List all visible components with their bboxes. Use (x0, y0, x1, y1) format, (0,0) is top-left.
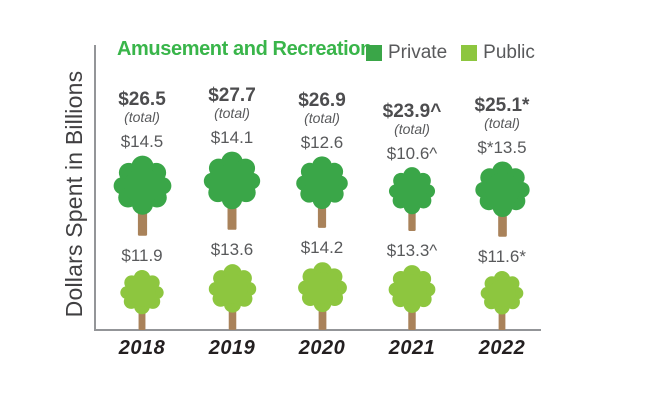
x-tick-2022: 2022 (478, 337, 526, 359)
x-tick-2021: 2021 (388, 337, 436, 359)
public-tree-icon (385, 263, 439, 331)
public-value-label: $11.6* (478, 247, 526, 267)
total-sublabel: (total) (484, 114, 520, 131)
legend-item-public: Public (461, 42, 535, 64)
public-tree-icon (294, 260, 351, 331)
private-tree-icon (109, 153, 176, 237)
x-axis-line (94, 329, 541, 331)
private-tree-icon (292, 154, 352, 229)
public-tree-icon (477, 269, 527, 331)
private-swatch-icon (366, 45, 382, 61)
public-value-label: $13.6 (210, 240, 254, 260)
x-tick-2020: 2020 (298, 337, 346, 359)
total-sublabel: (total) (124, 108, 160, 125)
private-value-label: $10.6^ (386, 143, 438, 163)
total-sublabel: (total) (214, 104, 250, 121)
legend-item-private: Private (366, 42, 447, 64)
public-value-label: $11.9 (121, 246, 163, 266)
public-value-label: $13.3^ (386, 241, 438, 261)
total-sublabel: (total) (394, 120, 430, 137)
private-value-label: $14.1 (210, 127, 254, 147)
total-value-label: $23.9^ (382, 100, 442, 122)
chart-title: Amusement and Recreation (117, 38, 372, 60)
year-column-2018: $26.5 (total) $14.5 $11.9 (97, 88, 187, 331)
y-axis-label: Dollars Spent in Billions (61, 70, 87, 318)
year-column-2019: $27.7 (total) $14.1 $13.6 (187, 84, 277, 331)
total-value-label: $27.7 (208, 84, 256, 106)
private-value-label: $*13.5 (477, 137, 527, 157)
year-column-2021: $23.9^ (total) $10.6^ $13.3^ (367, 100, 457, 331)
legend-label-public: Public (483, 42, 535, 63)
year-column-2022: $25.1* (total) $*13.5 $11.6* (457, 94, 547, 331)
public-swatch-icon (461, 45, 478, 61)
private-value-label: $14.5 (120, 131, 164, 151)
public-value-label: $14.2 (300, 238, 344, 258)
x-tick-2019: 2019 (208, 337, 256, 359)
y-axis-line (94, 45, 96, 331)
public-tree-icon (205, 262, 260, 331)
total-value-label: $26.5 (118, 88, 166, 110)
x-tick-2018: 2018 (118, 337, 166, 359)
private-tree-icon (471, 159, 534, 238)
public-tree-icon (117, 268, 167, 331)
total-sublabel: (total) (304, 109, 340, 126)
private-tree-icon (199, 149, 265, 231)
private-tree-icon (385, 165, 439, 232)
legend: Private Public (366, 42, 535, 64)
total-value-label: $26.9 (298, 89, 346, 111)
private-value-label: $12.6 (300, 132, 344, 152)
total-value-label: $25.1* (474, 94, 530, 116)
legend-label-private: Private (388, 42, 448, 63)
year-column-2020: $26.9 (total) $12.6 $14.2 (277, 89, 367, 331)
